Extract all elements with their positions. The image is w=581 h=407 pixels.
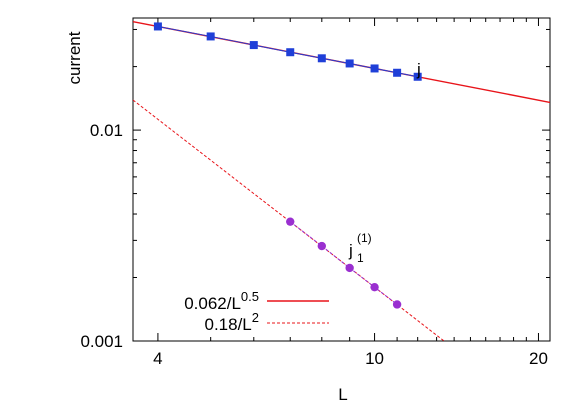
legend-fit-1-exp: 0.5 [241,289,259,304]
y-tick-label: 0.001 [80,332,123,351]
annotation-j: j [416,60,421,79]
data-point-j [393,68,402,77]
annotation-j1-sup: (1) [357,231,372,245]
fit-lines [133,20,550,341]
series-j [153,22,422,81]
plot-frame [132,17,551,342]
data-point-j [413,72,422,81]
data-point-j [249,41,258,50]
legend-label-fit-2: 0.18/L2 [205,310,260,334]
legend-fit-1-base: 0.062/L [184,294,241,313]
legend-fit-2-base: 0.18/L [205,315,252,334]
series-j1 [286,217,402,309]
x-tick-label: 4 [153,349,162,368]
annotation-j1: j 1 (1) [348,231,372,265]
x-tick-label: 10 [365,349,384,368]
x-axis-title: L [338,385,347,404]
data-point-j1 [286,217,295,226]
legend-fit-2-exp: 2 [252,310,259,325]
data-point-j [370,64,379,73]
data-point-j [153,22,162,31]
y-tick-label: 0.01 [90,121,123,140]
data-point-j [345,59,354,68]
y-axis-title: current [65,31,84,84]
data-point-j1 [370,282,379,292]
data-point-j1 [392,300,402,309]
data-point-j [206,32,215,41]
fit-line-2 [133,99,445,341]
data-point-j1 [345,263,354,273]
data-point-j [286,48,295,57]
legend: 0.062/L0.5 0.18/L2 [184,289,329,334]
legend-label-fit-1: 0.062/L0.5 [184,289,259,313]
x-tick-label: 20 [529,349,548,368]
data-point-j1 [317,241,327,251]
series-connector-1 [289,221,398,305]
annotation-j1-sub: 1 [357,251,364,265]
axis-ticks: 4 10 20 0.01 0.001 [80,18,550,368]
annotation-j1-base: j [348,241,353,260]
data-point-j [317,54,326,63]
